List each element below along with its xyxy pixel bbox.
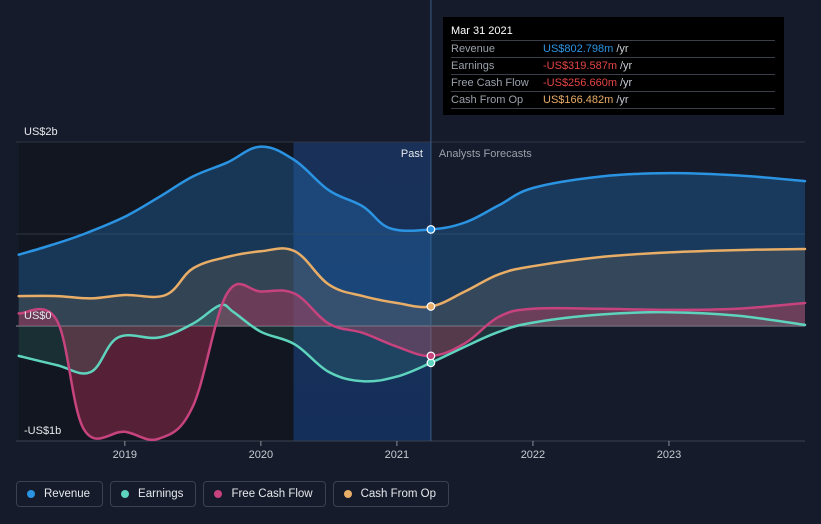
past-region: [18, 142, 294, 441]
legend-label: Earnings: [138, 488, 184, 500]
legend-dot-icon: [343, 490, 352, 498]
revenue-line: [17, 145, 807, 256]
tooltip-label: Earnings: [451, 60, 495, 72]
tooltip-value: -US$319.587m: [543, 60, 617, 72]
x-tick-label: 2023: [657, 449, 681, 461]
earnings-line: [17, 303, 807, 383]
tooltip-row-free-cash-flow: Free Cash Flow -US$256.660m /yr: [451, 75, 775, 92]
revenue-marker: [426, 224, 436, 234]
x-tick-label: 2022: [521, 449, 545, 461]
legend-dot-icon: [27, 490, 35, 498]
tooltip-row-cash-from-op: Cash From Op US$166.482m /yr: [451, 92, 775, 109]
legend-label: Cash From Op: [360, 488, 437, 500]
x-tick-label: 2020: [249, 449, 273, 461]
y-axis-label: -US$1b: [24, 425, 61, 437]
legend-dot-icon: [121, 490, 130, 498]
tooltip-value: -US$256.660m: [543, 77, 617, 89]
free-cash-flow-area: [18, 283, 805, 440]
legend-label: Free Cash Flow: [231, 488, 313, 500]
past-label: Past: [401, 148, 423, 160]
tooltip-unit: /yr: [620, 77, 633, 89]
legend-item-revenue[interactable]: Revenue: [16, 481, 104, 507]
y-axis-label: US$0: [24, 310, 52, 322]
tooltip-unit: /yr: [616, 94, 629, 106]
legend: Revenue Earnings Free Cash Flow Cash Fro…: [16, 481, 450, 507]
x-tick-label: 2021: [385, 449, 409, 461]
tooltip: Mar 31 2021 Revenue US$802.798m /yr Earn…: [443, 17, 784, 115]
legend-item-cash-from-op[interactable]: Cash From Op: [332, 481, 450, 507]
y-axis-label: US$2b: [24, 126, 58, 138]
legend-item-earnings[interactable]: Earnings: [110, 481, 197, 507]
cash-from-op-line: [17, 247, 807, 309]
past-highlight-band: [293, 142, 431, 441]
tooltip-label: Free Cash Flow: [451, 77, 529, 89]
tooltip-row-revenue: Revenue US$802.798m /yr: [451, 41, 775, 58]
cash-from-op-marker: [426, 302, 436, 311]
forecast-label: Analysts Forecasts: [439, 148, 532, 160]
revenue-area: [18, 146, 805, 326]
tooltip-label: Revenue: [451, 43, 496, 55]
legend-label: Revenue: [44, 488, 91, 500]
tooltip-unit: /yr: [616, 43, 629, 55]
tooltip-label: Cash From Op: [451, 94, 524, 106]
free-cash-flow-line: [17, 282, 807, 442]
tooltip-date: Mar 31 2021: [451, 23, 775, 41]
tooltip-value: US$166.482m: [543, 94, 614, 106]
legend-item-free-cash-flow[interactable]: Free Cash Flow: [203, 481, 326, 507]
tooltip-value: US$802.798m: [543, 43, 614, 55]
free-cash-flow-marker: [426, 351, 436, 361]
tooltip-row-earnings: Earnings -US$319.587m /yr: [451, 58, 775, 75]
tooltip-unit: /yr: [620, 60, 633, 72]
x-tick-label: 2019: [113, 449, 137, 461]
legend-dot-icon: [214, 490, 223, 498]
